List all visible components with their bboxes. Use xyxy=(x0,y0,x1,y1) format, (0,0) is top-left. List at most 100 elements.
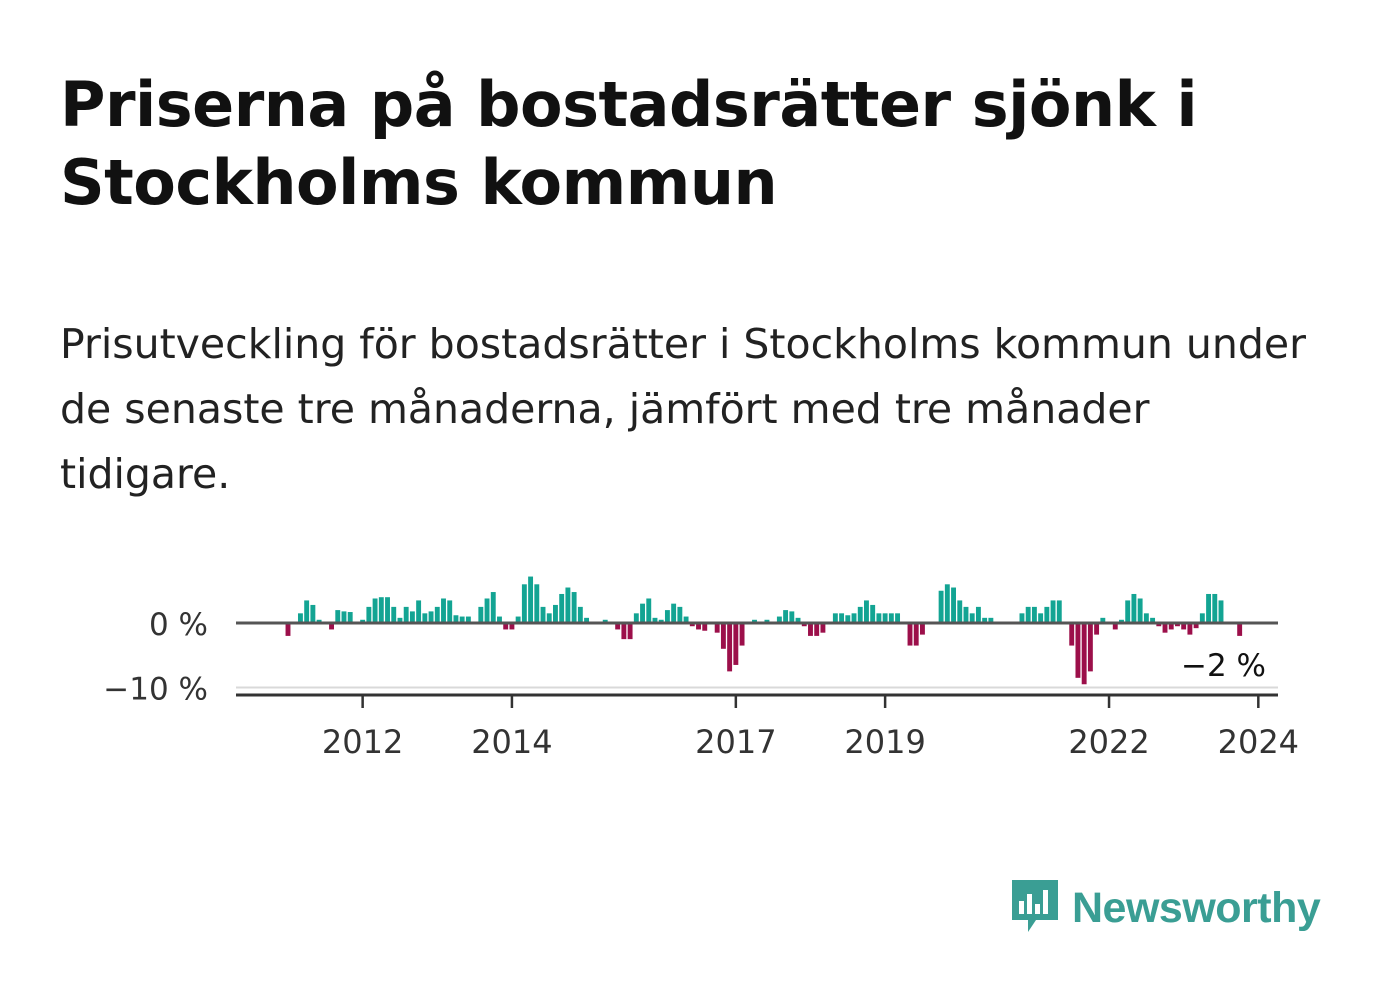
chart-subtitle: Prisutveckling för bostadsrätter i Stock… xyxy=(60,320,1306,498)
bar xyxy=(577,606,583,624)
bar xyxy=(1156,623,1162,627)
bar xyxy=(366,606,372,624)
bar xyxy=(397,617,403,623)
x-tick-label: 2014 xyxy=(471,723,552,761)
bar xyxy=(988,617,994,623)
bar xyxy=(1137,598,1143,623)
bar xyxy=(664,610,670,623)
bar xyxy=(1038,613,1044,624)
bar xyxy=(814,623,820,636)
bar xyxy=(832,613,838,624)
bar xyxy=(689,623,695,627)
bar xyxy=(1069,623,1075,646)
x-tick-label: 2012 xyxy=(322,723,403,761)
bar xyxy=(297,613,303,624)
bar xyxy=(1081,623,1087,685)
bar xyxy=(720,623,726,649)
bar xyxy=(733,623,739,665)
bar xyxy=(403,606,409,624)
bar xyxy=(808,623,813,636)
bar xyxy=(1044,606,1050,624)
x-tick-label: 2024 xyxy=(1218,723,1299,761)
bar xyxy=(490,592,496,623)
bar xyxy=(739,623,745,646)
bar xyxy=(497,616,502,623)
bar xyxy=(465,616,471,623)
bar xyxy=(864,600,869,623)
bar xyxy=(378,597,384,623)
bar xyxy=(857,606,863,624)
bar xyxy=(453,615,459,623)
axes xyxy=(236,621,1278,708)
bar xyxy=(329,623,334,630)
bar xyxy=(969,613,975,624)
bar xyxy=(441,598,446,623)
bar xyxy=(1131,593,1137,623)
bar xyxy=(1181,623,1187,630)
bar xyxy=(1162,623,1168,633)
newsworthy-logo[interactable]: Newsworthy xyxy=(1008,876,1321,940)
bar xyxy=(907,623,913,646)
bar xyxy=(975,606,981,624)
bar xyxy=(385,597,390,623)
bar xyxy=(727,623,733,672)
bar xyxy=(944,584,950,623)
y-tick-label: 0 % xyxy=(149,607,208,643)
bar xyxy=(1100,617,1106,623)
bar xyxy=(776,616,782,623)
bar xyxy=(341,611,347,623)
bar xyxy=(540,606,546,624)
x-tick-label: 2017 xyxy=(695,723,776,761)
bar xyxy=(801,623,807,627)
bar xyxy=(1187,623,1193,635)
bar xyxy=(447,600,453,623)
bar xyxy=(671,603,677,623)
bar xyxy=(515,616,521,623)
bar xyxy=(304,600,310,623)
bar xyxy=(459,616,465,623)
bar xyxy=(963,606,969,624)
last-value-label: −2 % xyxy=(1181,648,1266,684)
bar xyxy=(1119,619,1124,624)
bar xyxy=(335,610,341,623)
bar xyxy=(1112,623,1118,630)
bar xyxy=(839,613,845,624)
bar xyxy=(428,611,434,623)
bar xyxy=(422,613,428,624)
bar xyxy=(478,606,484,624)
bar xyxy=(434,606,440,624)
bars xyxy=(285,576,1243,685)
bar xyxy=(1150,617,1156,623)
bar xyxy=(285,623,291,636)
bar xyxy=(888,613,894,624)
bar xyxy=(795,617,801,623)
bar xyxy=(559,593,565,623)
tick-labels: 0 % −10 % 2012 2014 2017 2019 2022 2024 −2 % xyxy=(103,607,1299,761)
bar xyxy=(658,619,664,624)
bar xyxy=(584,617,590,623)
bar xyxy=(553,604,558,623)
bar xyxy=(957,600,963,623)
bar xyxy=(696,623,701,630)
bar xyxy=(1125,600,1131,623)
bar xyxy=(714,623,720,633)
bar xyxy=(1143,613,1149,624)
bar xyxy=(347,612,353,623)
chart-title: Priserna på bostadsrätter sjönk i Stockh… xyxy=(60,68,1198,219)
bar xyxy=(789,611,795,623)
bar xyxy=(615,623,621,630)
bar xyxy=(783,610,789,623)
bar xyxy=(1218,600,1224,623)
bar xyxy=(1212,593,1218,623)
bar xyxy=(1193,623,1199,629)
bar xyxy=(982,617,988,623)
bar xyxy=(1056,600,1062,623)
bar xyxy=(627,623,633,640)
bar xyxy=(938,590,944,623)
bar xyxy=(1087,623,1093,672)
bar xyxy=(845,615,851,623)
bar xyxy=(316,619,322,624)
bar xyxy=(1206,593,1212,623)
bar xyxy=(870,604,876,623)
bar xyxy=(640,603,645,623)
